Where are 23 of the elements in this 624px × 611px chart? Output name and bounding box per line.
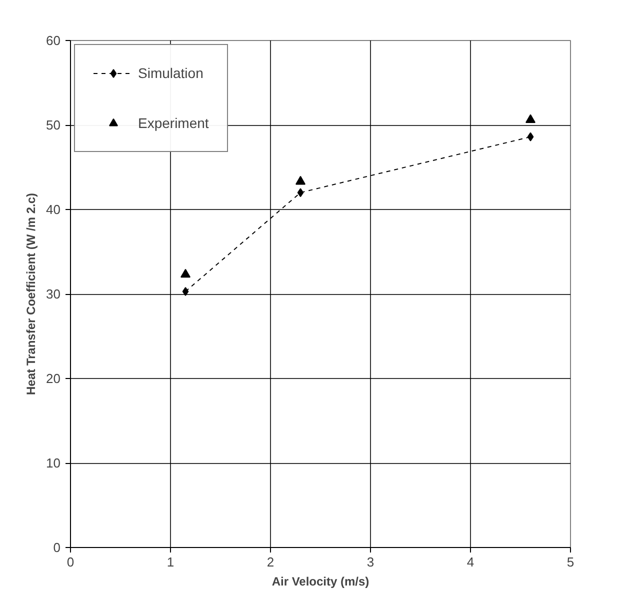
x-tick-label: 0	[66, 554, 74, 570]
x-tick-label: 5	[566, 554, 574, 570]
x-tick-label: 3	[366, 554, 374, 570]
y-tick-label: 40	[46, 202, 61, 217]
point	[526, 114, 536, 124]
x-tick-label: 2	[266, 554, 274, 570]
y-tick-label: 10	[46, 456, 61, 470]
y-tick-label: 50	[46, 118, 61, 132]
point	[182, 286, 189, 296]
y-tick-label: 30	[46, 286, 61, 302]
legend-label: Simulation	[138, 65, 204, 81]
point	[527, 132, 534, 142]
y-axis-title: Heat Transfer Coefficient (W /m 2.c)	[24, 192, 38, 396]
legend-label: Experiment	[138, 115, 209, 131]
point	[180, 268, 190, 278]
y-tick-label: 60	[46, 33, 61, 48]
x-axis-title: Air Velocity (m/s)	[272, 574, 370, 588]
x-tick-label: 4	[466, 554, 474, 570]
point	[296, 176, 306, 185]
y-tick-label: 20	[46, 371, 61, 386]
y-tick-label: 0	[53, 540, 61, 555]
x-tick-label: 1	[166, 554, 174, 570]
point	[297, 188, 304, 198]
